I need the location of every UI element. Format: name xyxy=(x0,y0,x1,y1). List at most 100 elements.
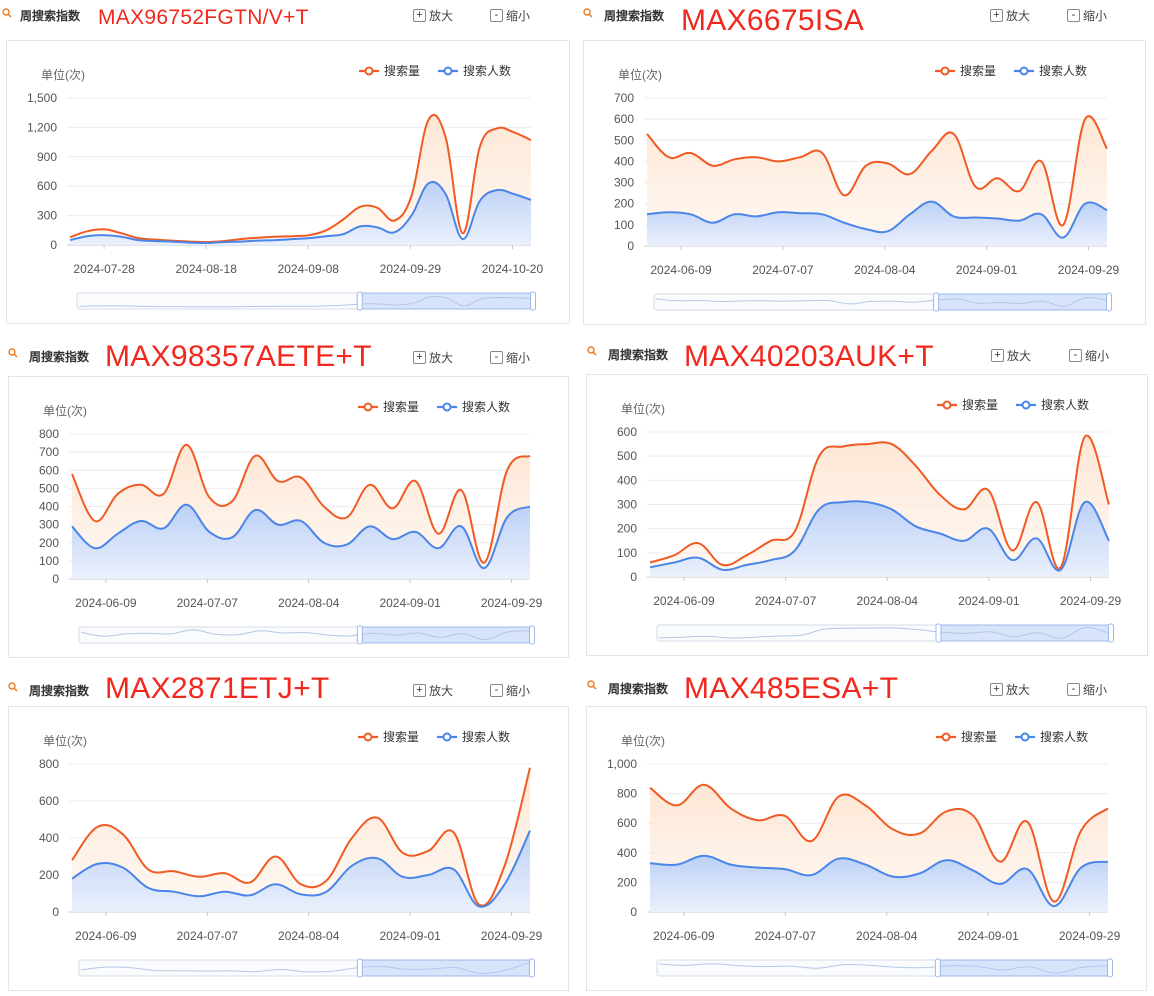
zoom-in-button[interactable]: + 放大 xyxy=(990,7,1030,24)
y-tick-label: 0 xyxy=(52,572,59,586)
x-tick-label: 2024-08-04 xyxy=(856,929,918,943)
legend-item-search-volume[interactable]: 搜索量 xyxy=(358,729,419,744)
zoom-in-button[interactable]: + 放大 xyxy=(991,347,1031,364)
legend-item-search-volume[interactable]: 搜索量 xyxy=(937,397,998,412)
slider-selection[interactable] xyxy=(359,626,533,644)
x-tick-label: 2024-07-07 xyxy=(755,594,817,608)
slider-handle[interactable] xyxy=(529,625,535,645)
slider-handle[interactable] xyxy=(1108,623,1114,643)
zoom-out-button[interactable]: - 缩小 xyxy=(1067,681,1107,698)
slider-handle[interactable] xyxy=(356,625,363,645)
legend-label: 搜索量 xyxy=(960,63,996,78)
zoom-out-button[interactable]: - 缩小 xyxy=(490,7,530,24)
y-tick-label: 600 xyxy=(614,112,634,126)
zoom-in-button[interactable]: + 放大 xyxy=(413,682,453,699)
slider-handle[interactable] xyxy=(1106,292,1112,312)
slider-handle[interactable] xyxy=(1107,958,1113,978)
x-tick-label: 2024-09-29 xyxy=(380,262,442,276)
slider-preview-line xyxy=(80,961,531,974)
x-tick-label: 2024-08-04 xyxy=(278,596,340,610)
legend-item-searchers[interactable]: 搜索人数 xyxy=(437,729,510,744)
y-tick-label: 1,500 xyxy=(27,91,57,105)
slider-handle[interactable] xyxy=(935,623,942,643)
legend-marker-icon xyxy=(1019,66,1029,76)
zoom-out-button[interactable]: - 缩小 xyxy=(490,682,530,699)
slider-handle[interactable] xyxy=(933,292,940,312)
search-volume-line xyxy=(71,443,531,564)
legend-item-searchers[interactable]: 搜索人数 xyxy=(1014,63,1087,78)
x-tick-label: 2024-08-04 xyxy=(278,929,340,943)
zoom-in-button[interactable]: + 放大 xyxy=(413,349,453,366)
y-tick-label: 800 xyxy=(39,427,59,441)
legend-item-search-volume[interactable]: 搜索量 xyxy=(935,63,996,78)
legend: 搜索量 搜索人数 xyxy=(359,63,511,78)
part-number: MAX485ESA+T xyxy=(684,672,899,705)
slider-selection[interactable] xyxy=(937,959,1111,977)
zoom-out-button[interactable]: - 缩小 xyxy=(1069,347,1109,364)
zoom-slider[interactable] xyxy=(78,958,535,978)
y-tick-label: 500 xyxy=(614,133,634,147)
zoom-slider[interactable] xyxy=(656,623,1114,643)
search-icon xyxy=(587,680,597,690)
legend-item-search-volume[interactable]: 搜索量 xyxy=(936,729,997,744)
searchers-area xyxy=(72,830,530,912)
zoom-out-button[interactable]: - 缩小 xyxy=(490,349,530,366)
x-tick-label: 2024-09-29 xyxy=(481,929,543,943)
panel-header: 周搜索指数 MAX98357AETE+T + 放大 - 缩小 xyxy=(0,334,577,373)
x-tick-label: 2024-06-09 xyxy=(653,929,715,943)
plus-icon: + xyxy=(413,9,426,22)
legend: 搜索量 搜索人数 xyxy=(358,729,510,744)
slider-preview-line xyxy=(658,963,1109,974)
x-tick-label: 2024-06-09 xyxy=(650,263,712,277)
searchers-line xyxy=(649,854,1109,908)
slider-handle[interactable] xyxy=(934,958,941,978)
x-tick-label: 2024-09-08 xyxy=(278,262,340,276)
slider-handle[interactable] xyxy=(356,958,363,978)
legend-item-searchers[interactable]: 搜索人数 xyxy=(1015,729,1088,744)
search-volume-line xyxy=(649,783,1109,903)
slider-selection[interactable] xyxy=(935,293,1110,311)
slider-selection[interactable] xyxy=(359,292,534,310)
legend-item-search-volume[interactable]: 搜索量 xyxy=(358,399,419,414)
zoom-slider[interactable] xyxy=(656,958,1113,978)
zoom-in-button[interactable]: + 放大 xyxy=(990,681,1030,698)
legend-marker-icon xyxy=(941,732,951,742)
chart-card: 单位(次) 搜索量 搜索人数 0 300 600 900 1,200 1,500 2024-07-… xyxy=(6,40,570,324)
legend-item-searchers[interactable]: 搜索人数 xyxy=(438,63,511,78)
searchers-area xyxy=(650,501,1109,577)
legend-item-search-volume[interactable]: 搜索量 xyxy=(359,63,420,78)
searchers-area xyxy=(650,855,1108,912)
legend-item-searchers[interactable]: 搜索人数 xyxy=(1016,397,1089,412)
unit-label: 单位(次) xyxy=(618,67,662,82)
zoom-slider[interactable] xyxy=(653,292,1112,312)
y-tick-label: 600 xyxy=(37,179,57,193)
zoom-slider[interactable] xyxy=(78,625,535,645)
area-chart: 单位(次) 搜索量 搜索人数 0 100 200 300 400 500 600 700 800 202… xyxy=(39,399,543,645)
legend: 搜索量 搜索人数 xyxy=(936,729,1088,744)
y-tick-label: 200 xyxy=(39,536,59,550)
y-tick-label: 0 xyxy=(630,905,637,919)
legend-label: 搜索量 xyxy=(961,729,997,744)
y-tick-label: 400 xyxy=(614,154,634,168)
header-label: 周搜索指数 xyxy=(608,682,669,696)
y-tick-label: 100 xyxy=(617,546,637,560)
slider-preview-line xyxy=(78,295,532,308)
y-tick-label: 0 xyxy=(50,238,57,252)
minus-icon: - xyxy=(490,9,503,22)
legend-marker-icon xyxy=(442,402,452,412)
y-tick-label: 0 xyxy=(52,905,59,919)
slider-handle[interactable] xyxy=(530,291,536,311)
zoom-in-button[interactable]: + 放大 xyxy=(413,7,453,24)
slider-handle[interactable] xyxy=(529,958,535,978)
zoom-slider[interactable] xyxy=(76,291,536,311)
zoom-out-button[interactable]: - 缩小 xyxy=(1067,7,1107,24)
slider-handle[interactable] xyxy=(356,291,363,311)
searchers-area xyxy=(647,201,1107,246)
legend-marker-icon xyxy=(942,400,952,410)
legend: 搜索量 搜索人数 xyxy=(937,397,1089,412)
legend-label: 搜索量 xyxy=(962,397,998,412)
legend-item-searchers[interactable]: 搜索人数 xyxy=(437,399,510,414)
legend-label: 搜索人数 xyxy=(462,729,510,744)
search-volume-area xyxy=(72,767,530,912)
search-icon xyxy=(8,682,18,692)
